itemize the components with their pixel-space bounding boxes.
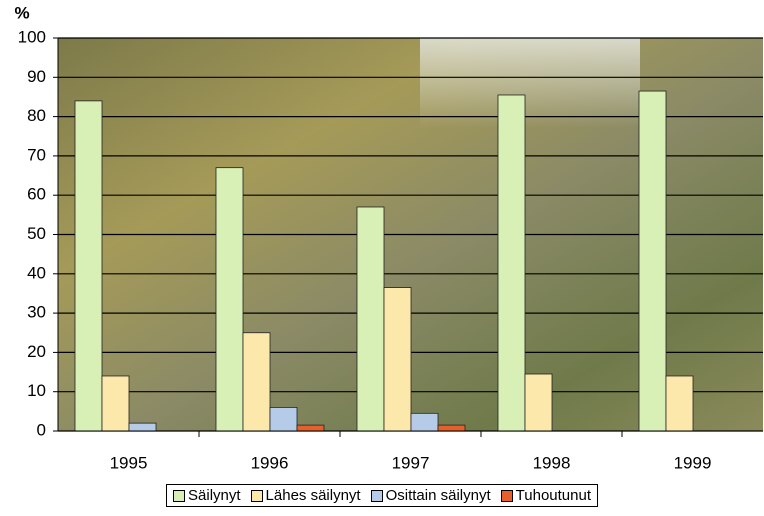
- bar: [638, 90, 667, 432]
- bar: [74, 100, 103, 432]
- chart: % 0 10 20 30 40 50 60 70 80 90 100 1995 1996 1997 1998…: [14, 3, 763, 472]
- y-tick-label: 10: [27, 381, 46, 400]
- legend-item: Säilynyt: [173, 487, 241, 504]
- bar: [410, 412, 439, 432]
- x-tick-label: 1997: [392, 453, 430, 472]
- bar: [524, 373, 553, 432]
- legend-label: Säilynyt: [188, 487, 241, 504]
- bar: [215, 167, 244, 432]
- y-tick-label: 60: [27, 185, 46, 204]
- legend-label: Osittain säilynyt: [385, 487, 491, 504]
- y-tick-label: 70: [27, 145, 46, 164]
- legend-label: Lähes säilynyt: [265, 487, 361, 504]
- y-tick-label: 20: [27, 342, 46, 361]
- bar: [383, 287, 412, 432]
- y-axis-unit: %: [14, 3, 29, 22]
- y-tick-label: 40: [27, 263, 46, 282]
- x-tick-label: 1996: [251, 453, 289, 472]
- x-tick-label: 1999: [674, 453, 712, 472]
- y-tick-label: 50: [27, 224, 46, 243]
- legend: Säilynyt Lähes säilynyt Osittain säilynyt T…: [166, 484, 598, 507]
- legend-item: Osittain säilynyt: [370, 487, 491, 504]
- legend-swatch: [500, 489, 513, 502]
- legend-item: Tuhoutunut: [500, 487, 591, 504]
- bar: [269, 407, 298, 432]
- bar: [356, 206, 385, 432]
- bar: [101, 375, 130, 432]
- y-tick-label: 90: [27, 67, 46, 86]
- bar: [437, 424, 466, 432]
- bar: [665, 375, 694, 432]
- y-tick-label: 100: [18, 27, 46, 46]
- y-tick-label: 0: [37, 420, 46, 439]
- bar: [128, 422, 157, 432]
- legend-item: Lähes säilynyt: [250, 487, 361, 504]
- y-tick-label: 80: [27, 106, 46, 125]
- photo-sky: [420, 38, 640, 128]
- legend-swatch: [173, 489, 186, 502]
- x-tick-label: 1998: [533, 453, 571, 472]
- bar: [497, 94, 526, 432]
- bar: [296, 424, 325, 432]
- bar: [242, 332, 271, 432]
- legend-label: Tuhoutunut: [515, 487, 591, 504]
- x-tick-label: 1995: [110, 453, 148, 472]
- legend-swatch: [250, 489, 263, 502]
- y-tick-label: 30: [27, 303, 46, 322]
- legend-swatch: [370, 489, 383, 502]
